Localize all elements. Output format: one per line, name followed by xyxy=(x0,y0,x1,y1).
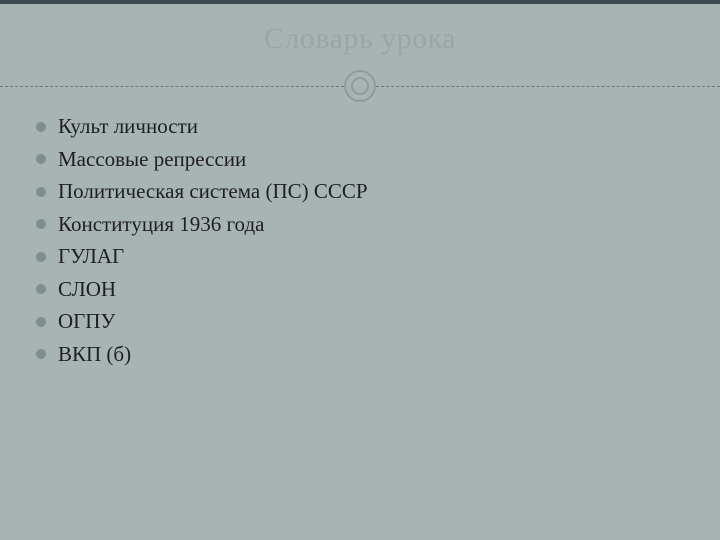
list-item: Конституция 1936 года xyxy=(36,208,690,241)
bullet-icon xyxy=(36,122,46,132)
divider xyxy=(0,70,720,102)
list-item: Политическая система (ПС) СССР xyxy=(36,175,690,208)
list-item: Массовые репрессии xyxy=(36,143,690,176)
list-item-label: Политическая система (ПС) СССР xyxy=(58,179,368,203)
bullet-icon xyxy=(36,317,46,327)
list-item-label: Культ личности xyxy=(58,114,198,138)
divider-circle-icon xyxy=(344,70,376,102)
list-item: ГУЛАГ xyxy=(36,240,690,273)
content-area: Культ личности Массовые репрессии Полити… xyxy=(0,102,720,370)
bullet-icon xyxy=(36,219,46,229)
slide: Словарь урока Культ личности Массовые ре… xyxy=(0,0,720,540)
divider-circle-inner-icon xyxy=(351,77,369,95)
list-item-label: Конституция 1936 года xyxy=(58,212,264,236)
list-item: Культ личности xyxy=(36,110,690,143)
terms-list: Культ личности Массовые репрессии Полити… xyxy=(36,110,690,370)
list-item: ОГПУ xyxy=(36,305,690,338)
list-item-label: ГУЛАГ xyxy=(58,244,124,268)
slide-title: Словарь урока xyxy=(0,22,720,56)
bullet-icon xyxy=(36,154,46,164)
list-item-label: ВКП (б) xyxy=(58,342,131,366)
bullet-icon xyxy=(36,349,46,359)
list-item: ВКП (б) xyxy=(36,338,690,371)
bullet-icon xyxy=(36,187,46,197)
bullet-icon xyxy=(36,284,46,294)
list-item-label: ОГПУ xyxy=(58,309,115,333)
list-item-label: СЛОН xyxy=(58,277,116,301)
list-item-label: Массовые репрессии xyxy=(58,147,246,171)
bullet-icon xyxy=(36,252,46,262)
title-area: Словарь урока xyxy=(0,4,720,102)
list-item: СЛОН xyxy=(36,273,690,306)
